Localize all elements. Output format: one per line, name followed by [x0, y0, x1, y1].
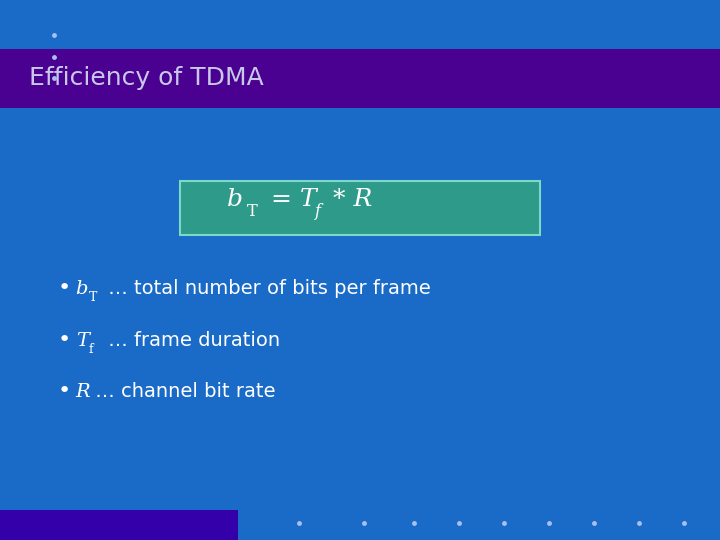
Text: Efficiency of TDMA: Efficiency of TDMA — [29, 66, 264, 90]
Text: … frame duration: … frame duration — [102, 330, 279, 349]
Text: … total number of bits per frame: … total number of bits per frame — [102, 279, 431, 298]
Text: T: T — [76, 332, 89, 349]
Text: * R: * R — [325, 188, 372, 211]
Text: f: f — [89, 342, 93, 356]
Text: •: • — [58, 329, 71, 349]
Text: R: R — [76, 383, 90, 401]
Bar — [0, 0, 720, 49]
Text: b: b — [76, 280, 88, 298]
Text: = T: = T — [263, 188, 316, 211]
Bar — [0, 49, 720, 108]
Text: f: f — [315, 203, 320, 220]
Text: T: T — [247, 203, 258, 220]
Text: b: b — [227, 188, 243, 211]
Bar — [0, 510, 238, 540]
Text: T: T — [89, 291, 97, 305]
Text: •: • — [58, 381, 71, 401]
Text: •: • — [58, 278, 71, 298]
Text: … channel bit rate: … channel bit rate — [89, 382, 275, 401]
FancyBboxPatch shape — [180, 181, 540, 235]
